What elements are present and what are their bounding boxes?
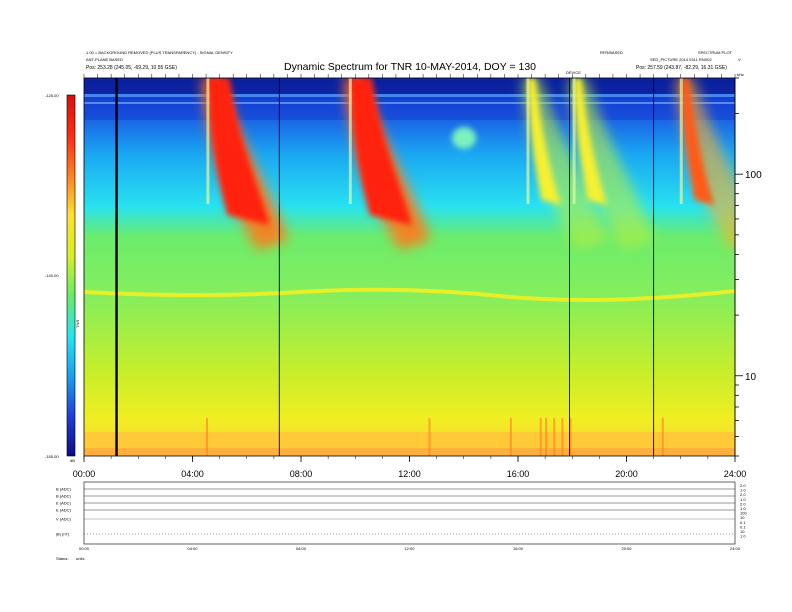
chart-title: Dynamic Spectrum for TNR 10-MAY-2014, DO… [284,61,536,73]
low-frequency-spike [545,418,548,456]
footer-units: units [76,556,84,561]
housekeeping-right-tick: 0.1 [740,520,746,525]
housekeeping-x-tick-label: 24:00 [730,546,741,551]
corner-v-label: V [738,57,741,62]
header-left-line2: ANT-PLANE BASED [86,57,123,62]
low-frequency-spike [509,418,512,456]
header-mid-marker: DEVICE [566,70,581,75]
housekeeping-frame [83,481,736,545]
colorbar-frame [66,94,76,457]
y-axis-right: 100 10 [734,77,762,457]
bottom-orange-band [84,448,735,456]
spectrogram-plot [84,78,735,456]
x-tick-label: 20:00 [615,469,638,479]
low-frequency-spike [561,418,564,456]
header-right-top-a: RFR/BASED [600,50,623,55]
burst-core [207,78,270,225]
y-tick-label: 10 [745,372,757,383]
low-frequency-spike [661,418,664,456]
housekeeping-x-tick-label: 20:00 [621,546,632,551]
housekeeping-panel: B (ADC) B (ADC) E (ADC) E (ADC) V (ADC) |B| (… [56,481,747,561]
x-tick-label: 00:00 [73,469,96,479]
burst-onset-streak [526,78,530,204]
top-blue-band-2 [84,98,735,120]
housekeeping-right-tick: 10 [740,515,745,520]
header-right-line3: Pos: 257.59 (243.87, -82.29, 16.31 GSE) [636,65,727,71]
spectrogram-background [84,78,735,456]
header-left-line3: Pos: 253.28 (245.05, -69.29, 10.55 GSE) [86,65,177,71]
housekeeping-x-axis: 00:00 04:00 08:00 12:00 16:00 20:00 24:00 [79,546,741,551]
x-tick-label: 16:00 [507,469,530,479]
colorbar-tick-mid: -140.00 [45,273,59,278]
colorbar-tick-top: -125.00 [45,93,59,98]
housekeeping-x-tick-label: 12:00 [404,546,415,551]
housekeeping-right-tick: 10 [740,529,745,534]
burst-layer [201,78,735,456]
x-tick-label: 24:00 [724,469,747,479]
housekeeping-x-tick-label: 16:00 [513,546,524,551]
housekeeping-row-label: V (ADC) [56,517,72,522]
isolated-emission-blob [452,127,476,149]
burst-halo [567,78,654,250]
burst-onset-streak [572,78,576,204]
housekeeping-row-label: E (ADC) [56,508,72,513]
colorbar-fill [67,95,75,456]
y-tick-label: 100 [745,170,762,181]
horizontal-stripe-2 [84,102,735,104]
vertical-lines [115,78,655,456]
header-right-line2: SED_PICTURE 2014 0311 RNX02 [650,57,713,62]
housekeeping-right-tick: 2.0 [740,501,746,506]
top-blue-band [84,80,735,94]
low-frequency-spike [206,418,209,456]
housekeeping-row-label: B (ADC) [56,487,72,492]
burst-core [349,78,412,225]
burst-onset-streak [206,78,210,204]
horizontal-stripe [84,94,735,97]
housekeeping-right-tick: 2.0 [740,483,746,488]
housekeeping-x-tick-label: 04:00 [187,546,198,551]
burst-onset-streak [679,78,683,204]
burst-core [680,78,715,205]
burst-halo [521,78,608,250]
corner-unit-label: kHz [737,72,744,77]
burst-core [573,78,608,205]
colorbar-tick-bottom: -155.00 [45,454,59,459]
housekeeping-right-tick: 1.0 [740,506,746,511]
housekeeping-row-label: B (ADC) [56,494,72,499]
x-tick-label: 12:00 [398,469,421,479]
header-left-line1: 1.00 = BACKGROUND REMOVED (PLUS TRANSPAR… [86,50,233,55]
x-tick-label: 08:00 [290,469,313,479]
colorbar-label: TNR [75,320,80,328]
colorbar: -125.00 -140.00 -155.00 TNR dB [45,93,80,463]
x-axis: 00:00 04:00 08:00 12:00 16:00 20:00 24:00 [73,456,747,479]
burst-core [527,78,562,205]
housekeeping-right-tick: 1.0 [740,488,746,493]
housekeeping-x-tick-label: 00:00 [79,546,90,551]
housekeeping-right-tick: 2.0 [740,492,746,497]
x-tick-label: 04:00 [181,469,204,479]
housekeeping-rows: B (ADC) B (ADC) E (ADC) E (ADC) V (ADC) |B| (… [56,483,747,539]
housekeeping-right-tick: 1.0 [740,534,746,539]
housekeeping-right-tick: 1.0 [740,497,746,502]
housekeeping-right-tick: 0.1 [740,524,746,529]
housekeeping-row-label: E (ADC) [56,501,72,506]
colorbar-units: dB [70,458,75,463]
plasma-line [84,287,735,302]
low-frequency-spike [539,418,542,456]
housekeeping-row-label: |B| (nT) [56,532,70,537]
low-frequency-spike [569,418,572,456]
low-frequency-spike [428,418,431,456]
footer-status: Status: [56,556,68,561]
housekeeping-right-tick: 100 [740,511,747,516]
low-frequency-spike [553,418,556,456]
housekeeping-x-tick-label: 08:00 [296,546,307,551]
header-right-top-b: SPECTRUM PLOT [698,50,733,55]
top-minor-ticks [83,74,736,78]
burst-onset-streak [348,78,352,204]
